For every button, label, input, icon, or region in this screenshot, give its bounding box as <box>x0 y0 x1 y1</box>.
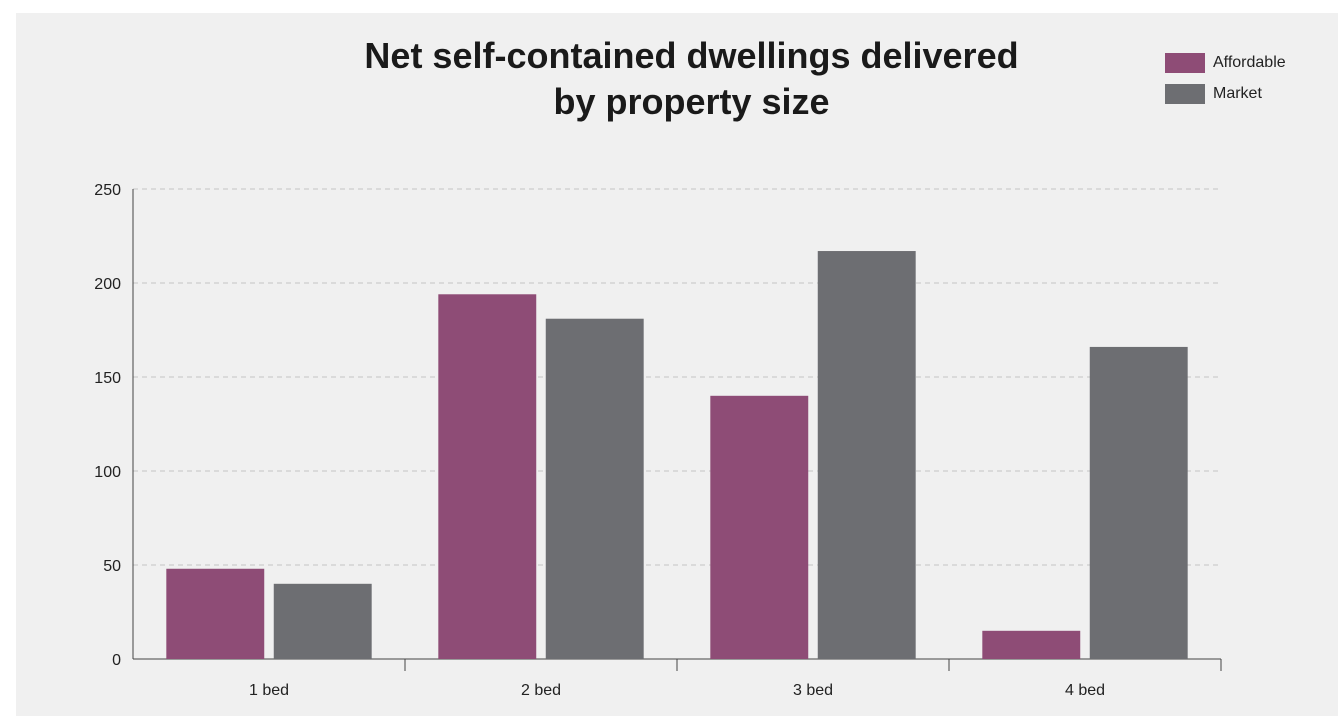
legend-label-market: Market <box>1213 84 1262 102</box>
y-tick-label: 200 <box>94 276 121 293</box>
bar-market-2-bed <box>545 318 644 659</box>
legend-item-affordable: Affordable <box>1165 47 1286 78</box>
bar-market-3-bed <box>817 251 916 660</box>
bar-affordable-1-bed <box>166 568 265 659</box>
chart-title-line-1: Net self-contained dwellings delivered <box>364 35 1019 76</box>
legend: Affordable Market <box>1165 47 1286 109</box>
x-tick-label: 4 bed <box>1065 682 1105 699</box>
y-tick-label: 0 <box>112 652 121 669</box>
x-tick-label: 2 bed <box>521 682 561 699</box>
y-tick-label: 150 <box>94 370 121 387</box>
y-tick-label: 250 <box>94 182 121 199</box>
chart-title-line-2: by property size <box>553 81 830 122</box>
x-tick-label: 3 bed <box>793 682 833 699</box>
y-tick-label: 100 <box>94 464 121 481</box>
chart-title: Net self-contained dwellings delivered b… <box>146 33 1237 125</box>
bar-affordable-2-bed <box>438 294 537 659</box>
legend-swatch-affordable <box>1165 52 1205 73</box>
chart-panel: Net self-contained dwellings delivered b… <box>16 13 1338 716</box>
y-tick-label: 50 <box>103 558 121 575</box>
bar-market-4-bed <box>1089 346 1188 659</box>
legend-label-affordable: Affordable <box>1213 53 1286 71</box>
legend-swatch-market <box>1165 83 1205 104</box>
bar-affordable-4-bed <box>982 630 1081 659</box>
bar-affordable-3-bed <box>710 395 809 659</box>
bar-chart-plot: 0 50 100 150 200 250 1 bed 2 bed 3 bed 4 bed <box>94 182 1222 699</box>
x-tick-label: 1 bed <box>249 682 289 699</box>
bar-market-1-bed <box>273 583 372 659</box>
legend-item-market: Market <box>1165 78 1286 109</box>
